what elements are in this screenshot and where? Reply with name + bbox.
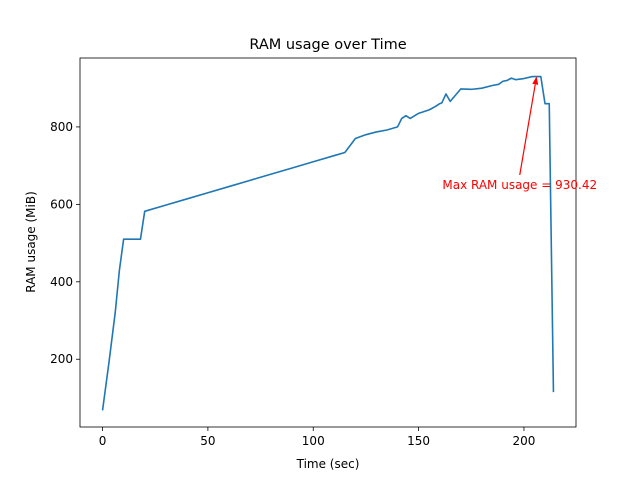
x-tick-label: 200 [513, 434, 536, 448]
axes-frame [79, 57, 577, 428]
y-tick-label: 400 [50, 275, 73, 289]
y-axis-ticks: 200 400 600 800 [50, 120, 80, 366]
annotation-arrow-head [532, 76, 539, 85]
plot-area [101, 75, 555, 411]
x-axis-ticks: 0 50 100 150 200 [99, 427, 536, 448]
x-tick-label: 0 [99, 434, 107, 448]
max-ram-annotation: Max RAM usage = 930.42 [442, 76, 597, 192]
y-tick-label: 600 [50, 197, 73, 211]
x-axis-label: Time (sec) [296, 457, 360, 471]
x-tick-label: 150 [407, 434, 430, 448]
ram-usage-line-0 [101, 75, 555, 411]
chart-title: RAM usage over Time [249, 37, 406, 53]
annotation-text: Max RAM usage = 930.42 [442, 178, 597, 192]
x-tick-label: 100 [302, 434, 325, 448]
annotation-arrow-line [519, 84, 536, 176]
y-axis-label: RAM usage (MiB) [24, 191, 38, 293]
y-tick-label: 200 [50, 352, 73, 366]
x-tick-label: 50 [200, 434, 215, 448]
y-tick-label: 800 [50, 120, 73, 134]
